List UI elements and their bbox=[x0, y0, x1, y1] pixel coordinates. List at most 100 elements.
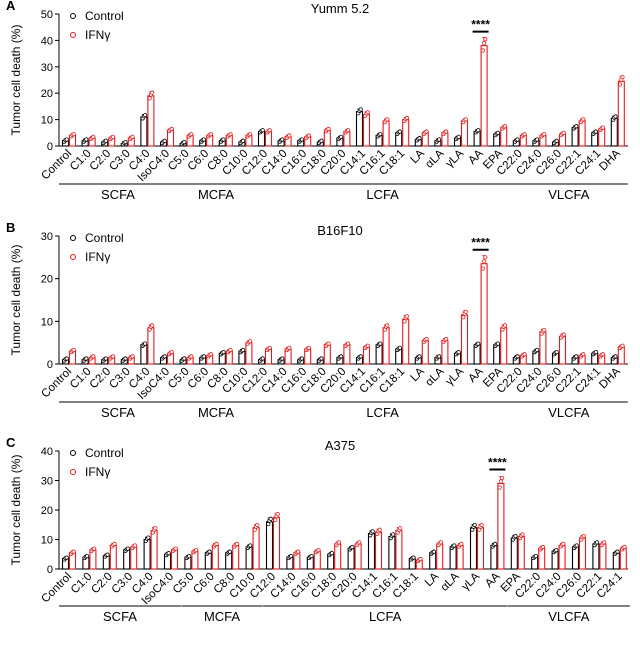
chart-panel-a: A Yumm 5.2 Tumor cell death (%) 0 10 20 30 40 50… bbox=[6, 0, 628, 202]
bar-control bbox=[375, 344, 383, 365]
data-point bbox=[266, 521, 271, 527]
y-tick-label: 20 bbox=[41, 505, 53, 517]
chart-title: A375 bbox=[325, 438, 355, 453]
data-point bbox=[459, 541, 464, 546]
y-axis-label: Tumor cell death (%) bbox=[9, 455, 23, 566]
bar-ifng bbox=[402, 318, 410, 365]
data-point bbox=[497, 485, 502, 490]
data-point bbox=[260, 128, 265, 133]
data-point bbox=[436, 354, 442, 359]
bar-control bbox=[388, 535, 396, 570]
significance-label: **** bbox=[488, 455, 507, 469]
group-label: MCFA bbox=[204, 609, 240, 624]
data-point bbox=[397, 526, 403, 531]
data-point bbox=[424, 336, 429, 342]
data-point bbox=[431, 549, 436, 554]
data-point bbox=[522, 132, 527, 137]
data-point bbox=[299, 137, 304, 142]
data-point bbox=[110, 134, 116, 139]
bar-ifng bbox=[456, 544, 464, 570]
data-point bbox=[574, 543, 579, 548]
data-point bbox=[397, 345, 402, 350]
legend-label-ifng: IFNγ bbox=[85, 250, 110, 264]
data-point bbox=[92, 546, 97, 551]
data-point bbox=[130, 354, 135, 359]
y-tick-label: 0 bbox=[47, 564, 53, 576]
group-label: LCFA bbox=[366, 187, 399, 202]
bar-control bbox=[265, 521, 274, 570]
bar-ifng bbox=[170, 549, 179, 570]
data-point bbox=[338, 134, 344, 139]
bar-ifng bbox=[617, 80, 625, 147]
data-point bbox=[207, 549, 212, 554]
data-point bbox=[443, 336, 449, 342]
data-point bbox=[418, 556, 423, 562]
data-point bbox=[91, 354, 96, 359]
x-tick-label: γLA bbox=[460, 570, 483, 593]
data-point bbox=[476, 341, 481, 346]
bar-ifng bbox=[382, 120, 390, 147]
bar-ifng bbox=[460, 314, 469, 365]
data-point bbox=[554, 548, 559, 553]
legend-marker-ifng bbox=[70, 469, 76, 475]
chart-panel-c: C A375 Tumor cell death (%) 0 10 20 30 40 Contro… bbox=[6, 435, 630, 624]
y-tick-label: 30 bbox=[41, 231, 53, 243]
data-point bbox=[169, 126, 174, 131]
bar-control bbox=[592, 543, 600, 570]
data-point bbox=[64, 555, 69, 560]
data-point bbox=[357, 540, 362, 545]
data-point bbox=[319, 356, 324, 361]
data-point bbox=[228, 347, 233, 353]
data-point bbox=[71, 132, 76, 137]
x-tick-label: αLA bbox=[423, 147, 446, 170]
data-point bbox=[600, 352, 606, 357]
bar-control bbox=[347, 547, 355, 570]
data-point bbox=[123, 356, 128, 361]
group-label: VLCFA bbox=[548, 405, 590, 420]
y-tick-label: 0 bbox=[47, 359, 53, 371]
data-point bbox=[91, 134, 96, 139]
data-point bbox=[463, 309, 468, 314]
data-point bbox=[169, 350, 174, 355]
data-point bbox=[71, 347, 76, 353]
bar-ifng bbox=[211, 544, 219, 570]
bar-ifng bbox=[480, 45, 488, 147]
bar-ifng bbox=[232, 544, 240, 570]
bar-ifng bbox=[402, 119, 410, 147]
data-point bbox=[150, 90, 155, 95]
bar-ifng bbox=[578, 537, 587, 570]
x-tick-label: C6:0 bbox=[186, 366, 212, 392]
data-point bbox=[280, 137, 285, 142]
data-point bbox=[130, 134, 135, 139]
x-tick-label: C3:0 bbox=[107, 148, 133, 174]
x-tick-label: C2:0 bbox=[88, 366, 114, 392]
data-point bbox=[492, 541, 498, 546]
group-label: MCFA bbox=[198, 187, 234, 202]
bar-control bbox=[367, 533, 376, 570]
data-point bbox=[620, 75, 625, 80]
data-point bbox=[234, 541, 239, 546]
data-point bbox=[275, 511, 280, 517]
data-point bbox=[125, 546, 131, 551]
legend-label-ifng: IFNγ bbox=[85, 28, 110, 42]
data-point bbox=[593, 350, 599, 355]
data-point bbox=[227, 549, 232, 554]
bar-control bbox=[143, 538, 151, 570]
bar-ifng bbox=[421, 339, 429, 365]
bar-ifng bbox=[354, 543, 362, 570]
data-point bbox=[483, 255, 488, 260]
data-point bbox=[350, 544, 355, 550]
data-point bbox=[502, 124, 507, 129]
bar-ifng bbox=[362, 113, 371, 147]
data-point bbox=[541, 132, 547, 137]
y-tick-label: 30 bbox=[41, 62, 53, 74]
bar-ifng bbox=[252, 527, 260, 570]
data-point bbox=[593, 129, 599, 134]
data-point bbox=[85, 553, 90, 559]
x-tick-label: DHA bbox=[597, 147, 623, 173]
x-tick-label: C5:0 bbox=[166, 366, 192, 392]
data-point bbox=[280, 356, 285, 361]
data-point bbox=[306, 345, 311, 350]
x-tick-label: αLA bbox=[423, 365, 446, 388]
data-point bbox=[601, 540, 607, 545]
